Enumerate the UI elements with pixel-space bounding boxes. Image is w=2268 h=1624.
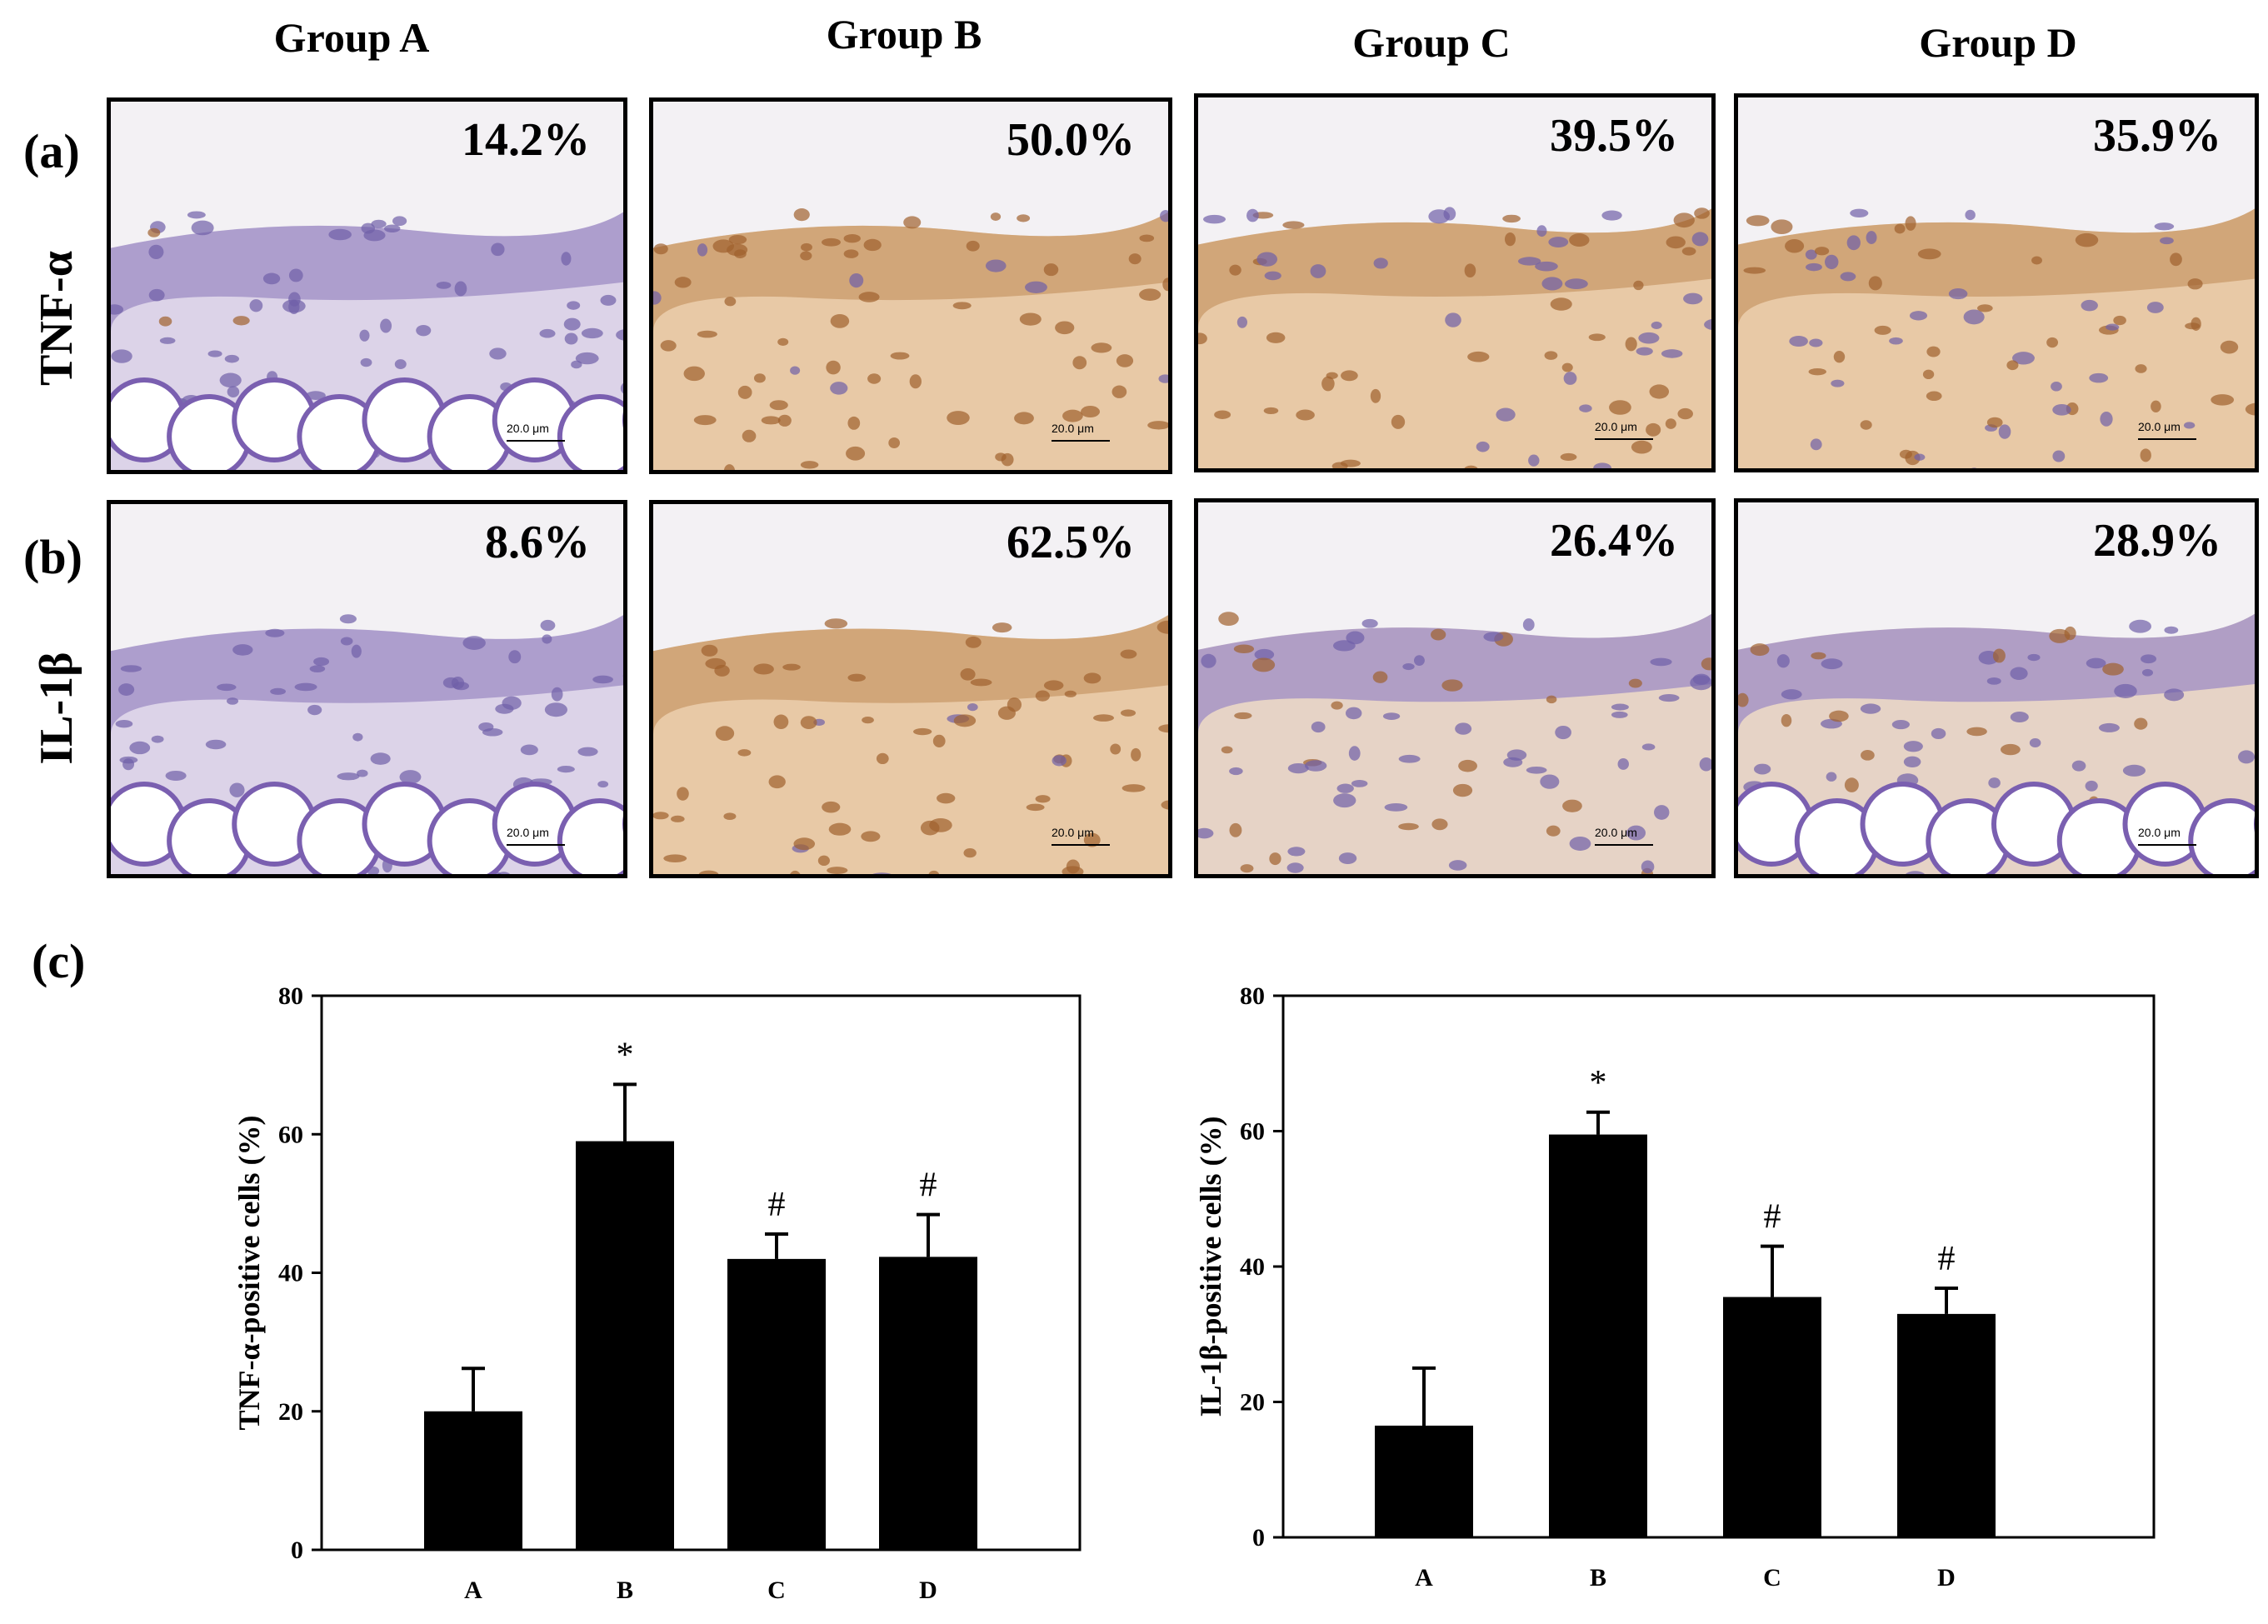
micrograph-tnf-alpha-group-c: 39.5% 20.0 μm (1194, 93, 1716, 472)
x-tick-label: B (617, 1577, 633, 1604)
tissue-image (111, 504, 623, 874)
positive-cell-percentage: 35.9% (2093, 110, 2221, 162)
row-b-letter: (b) (23, 530, 82, 584)
bar (1723, 1297, 1821, 1537)
tnf-alpha-bar-chart: 0 20 40 60 80 TNF-α-positive cells (%) A B * C # D # (232, 982, 1082, 1604)
y-tick-label: 20 (1240, 1389, 1265, 1417)
significance-marker: # (920, 1167, 937, 1205)
significance-marker: * (1590, 1064, 1607, 1102)
positive-cell-percentage: 8.6% (485, 517, 590, 568)
row-a-letter: (a) (23, 124, 80, 178)
tissue-image (111, 102, 623, 470)
tissue-image (1198, 502, 1711, 874)
group-c-label: Group C (1352, 19, 1511, 66)
x-tick-label: A (464, 1577, 482, 1604)
bar (1549, 1134, 1647, 1537)
y-axis-label: TNF-α-positive cells (%) (232, 1115, 266, 1430)
y-tick-label: 40 (1240, 1253, 1265, 1281)
y-tick-label: 80 (278, 982, 303, 1010)
tissue-image (1738, 97, 2255, 468)
micrograph-tnf-alpha-group-b: 50.0% 20.0 μm (649, 97, 1172, 474)
micrograph-il-1beta-group-b: 62.5% 20.0 μm (649, 500, 1172, 878)
significance-marker: # (1764, 1198, 1781, 1237)
y-tick-label: 80 (1240, 982, 1265, 1010)
scale-bar-label: 20.0 μm (507, 826, 549, 839)
x-tick-label: D (1937, 1564, 1956, 1592)
x-tick-label: C (767, 1577, 786, 1604)
y-axis-label: IL-1β-positive cells (%) (1194, 1117, 1227, 1417)
bar (879, 1257, 977, 1550)
significance-marker: # (1938, 1240, 1956, 1278)
micrograph-il-1beta-group-a: 8.6% 20.0 μm (107, 500, 627, 878)
row-b-marker: IL-1β (31, 652, 82, 765)
positive-cell-percentage: 39.5% (1550, 110, 1678, 162)
micrograph-il-1beta-group-d: 28.9% 20.0 μm (1734, 498, 2259, 878)
y-tick-label: 0 (291, 1537, 303, 1564)
row-a-marker: TNF-α (31, 251, 82, 386)
tissue-image (653, 504, 1168, 874)
positive-cell-percentage: 50.0% (1007, 114, 1135, 166)
il-1beta-bar-chart: 0 20 40 60 80 IL-1β-positive cells (%) A B * C # D # (1194, 982, 2156, 1592)
bar (1897, 1313, 1996, 1537)
panel-c-letter: (c) (32, 934, 86, 988)
group-a-label: Group A (273, 14, 430, 61)
group-d-label: Group D (1919, 19, 2077, 66)
tissue-image (1738, 502, 2255, 874)
x-tick-label: A (1415, 1564, 1433, 1592)
scale-bar-label: 20.0 μm (1052, 422, 1094, 435)
positive-cell-percentage: 26.4% (1550, 515, 1678, 567)
positive-cell-percentage: 62.5% (1007, 517, 1135, 568)
bar (424, 1411, 522, 1550)
scale-bar-label: 20.0 μm (2138, 420, 2181, 433)
tissue-image (653, 102, 1168, 470)
bar (1375, 1425, 1473, 1537)
scale-bar-label: 20.0 μm (1595, 826, 1637, 839)
micrograph-tnf-alpha-group-a: 14.2% 20.0 μm (107, 97, 627, 474)
micrograph-il-1beta-group-c: 26.4% 20.0 μm (1194, 498, 1716, 878)
scale-bar-label: 20.0 μm (2138, 826, 2181, 839)
x-tick-label: C (1763, 1564, 1781, 1592)
scale-bar-label: 20.0 μm (1595, 420, 1637, 433)
x-tick-label: D (919, 1577, 937, 1604)
y-tick-label: 60 (278, 1121, 303, 1148)
x-tick-label: B (1590, 1564, 1606, 1592)
positive-cell-percentage: 28.9% (2093, 515, 2221, 567)
y-tick-label: 0 (1252, 1524, 1265, 1552)
micrograph-tnf-alpha-group-d: 35.9% 20.0 μm (1734, 93, 2259, 472)
bar (727, 1258, 826, 1550)
significance-marker: # (768, 1186, 786, 1224)
bar (576, 1141, 674, 1550)
scale-bar-label: 20.0 μm (507, 422, 549, 435)
positive-cell-percentage: 14.2% (462, 114, 590, 166)
tissue-image (1198, 97, 1711, 468)
group-b-label: Group B (826, 11, 982, 57)
y-tick-label: 60 (1240, 1118, 1265, 1146)
y-tick-label: 40 (278, 1260, 303, 1287)
y-tick-label: 20 (278, 1398, 303, 1426)
scale-bar-label: 20.0 μm (1052, 826, 1094, 839)
significance-marker: * (617, 1036, 634, 1074)
